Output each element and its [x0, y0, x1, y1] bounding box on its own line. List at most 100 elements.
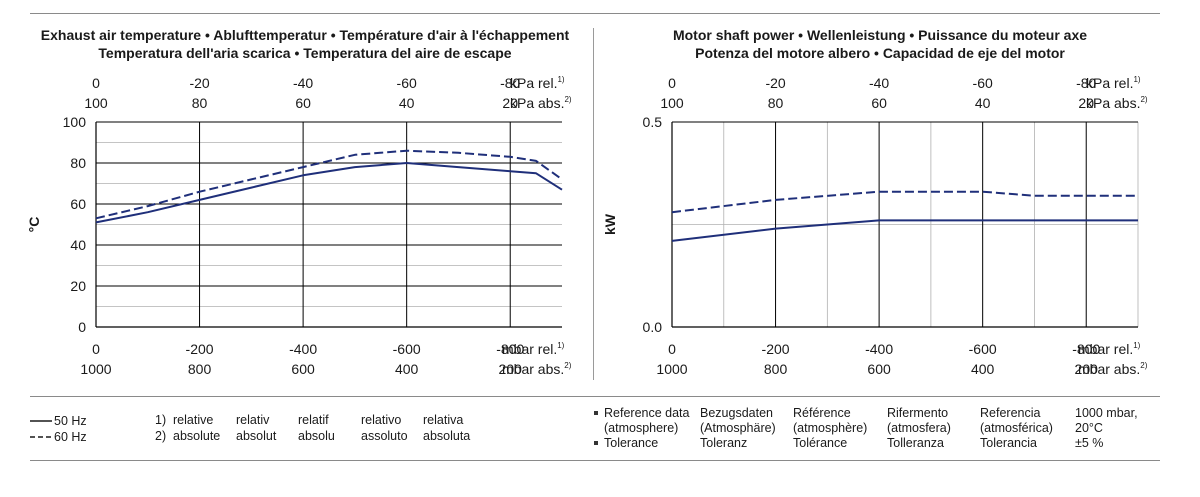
top-rel-tick-label: -40: [293, 75, 313, 91]
bottom-abs-unit-label: mbar abs.2): [1078, 361, 1148, 377]
y-axis-label: °C: [26, 217, 42, 233]
ref-col-values: 1000 mbar, 20°C ±5 %: [1075, 406, 1138, 451]
motor-power-chart: 0.0 0.5 kW 0 -20 -40 -60 -80 100 80 60 40 20 kPa rel.…: [602, 75, 1148, 377]
chart2-title-line1: Motor shaft power • Wellenleistung • Pui…: [672, 27, 1088, 43]
ref-text: (Atmosphäre): [700, 421, 776, 435]
top-rel-tick-label: 0: [92, 75, 100, 91]
ref-text: Reference data: [604, 406, 690, 420]
footnote-term: absolut: [236, 429, 277, 443]
y-tick-label: 60: [70, 196, 86, 212]
ref-col-es: Referencia (atmosférica) Tolerancia: [980, 406, 1053, 451]
bottom-abs-unit-label: mbar abs.2): [502, 361, 572, 377]
y-tick-label: 0.5: [643, 114, 663, 130]
y-tick-label: 80: [70, 155, 86, 171]
y-axis-label: kW: [602, 213, 618, 235]
top-rel-tick-label: -20: [189, 75, 209, 91]
ref-text: (atmosphère): [793, 421, 868, 435]
top-rel-tick-label: -40: [869, 75, 889, 91]
bottom-rel-tick-label: 0: [92, 341, 100, 357]
y-tick-label: 20: [70, 278, 86, 294]
y-tick-label: 100: [63, 114, 87, 130]
footnote-term: relatif: [298, 413, 329, 427]
ref-col-fr: Référence (atmosphère) Tolérance: [793, 406, 867, 451]
ref-text: Rifermento: [887, 406, 949, 420]
legend-label-50hz: 50 Hz: [54, 413, 87, 428]
y-tick-label: 40: [70, 237, 86, 253]
footnote-term: absolute: [173, 429, 221, 443]
series-line-60hz: [671, 190, 1138, 214]
top-rel-tick-label: -80: [500, 75, 520, 91]
top-abs-tick-label: 40: [399, 95, 415, 111]
ref-text: Bezugsdaten: [700, 406, 773, 420]
legend: 50 Hz 60 Hz: [30, 413, 87, 445]
footnote-term: absolu: [298, 429, 335, 443]
ref-col-de: Bezugsdaten (Atmosphäre) Toleranz: [700, 406, 776, 451]
chart2-title: Motor shaft power • Wellenleistung • Pui…: [600, 26, 1160, 62]
footnote-term: relative: [173, 413, 214, 427]
ref-text: Toleranz: [700, 436, 748, 450]
top-abs-unit-label: kPa abs.2): [1086, 95, 1148, 111]
bottom-rel-unit-label: mbar rel.1): [1078, 341, 1141, 357]
ref-col-en: Reference data (atmosphere) Tolerance: [594, 406, 689, 451]
footnote-number: 1): [155, 413, 167, 427]
dashed-line-swatch: [30, 436, 52, 438]
chart1-title-line2: Temperatura dell'aria scarica • Temperat…: [98, 45, 512, 61]
ref-text: Tolerance: [604, 436, 659, 450]
bottom-rule: [30, 460, 1160, 461]
bottom-abs-tick-label: 400: [395, 361, 419, 377]
bottom-rel-tick-label: -600: [393, 341, 421, 357]
top-abs-tick-label: 80: [768, 95, 784, 111]
legend-item-50hz: 50 Hz: [30, 413, 87, 429]
footnote-term: absoluta: [423, 429, 471, 443]
bottom-rel-tick-label: 0: [668, 341, 676, 357]
ref-col-it: Rifermento (atmosfera) Tolleranza: [887, 406, 951, 451]
bottom-rel-tick-label: -200: [186, 341, 214, 357]
top-abs-tick-label: 20: [502, 95, 518, 111]
top-rel-tick-label: 0: [668, 75, 676, 91]
chart1-title-line1: Exhaust air temperature • Ablufttemperat…: [40, 27, 570, 43]
middle-rule: [30, 396, 1160, 397]
ref-text: (atmosfera): [887, 421, 951, 435]
bottom-abs-tick-label: 200: [1075, 361, 1099, 377]
top-abs-tick-label: 100: [84, 95, 108, 111]
y-tick-label: 0.0: [643, 319, 663, 335]
bottom-abs-tick-label: 800: [188, 361, 212, 377]
legend-item-60hz: 60 Hz: [30, 429, 87, 445]
top-abs-tick-label: 80: [192, 95, 208, 111]
series-line-60hz: [95, 149, 563, 220]
footnote-term: relativ: [236, 413, 270, 427]
bottom-abs-tick-label: 1000: [80, 361, 111, 377]
bottom-abs-tick-label: 600: [291, 361, 315, 377]
reference-data: Reference data (atmosphere) Tolerance Be…: [594, 406, 1164, 456]
footnote-number: 2): [155, 429, 167, 443]
series-line-50hz: [671, 219, 1138, 242]
ref-text: 20°C: [1075, 421, 1103, 435]
bottom-abs-tick-label: 1000: [656, 361, 687, 377]
chart1-title: Exhaust air temperature • Ablufttemperat…: [20, 26, 590, 62]
bullet-icon: [594, 410, 598, 415]
legend-label-60hz: 60 Hz: [54, 429, 87, 444]
ref-text: Référence: [793, 406, 851, 420]
top-abs-tick-label: 20: [1078, 95, 1094, 111]
top-rel-tick-label: -20: [765, 75, 785, 91]
top-rel-unit-label: kPa rel.1): [510, 75, 565, 91]
top-abs-tick-label: 100: [660, 95, 684, 111]
bottom-rel-unit-label: mbar rel.1): [502, 341, 565, 357]
footnote-term: relativa: [423, 413, 464, 427]
bottom-rel-tick-label: -600: [969, 341, 997, 357]
top-rule: [30, 13, 1160, 14]
top-abs-unit-label: kPa abs.2): [510, 95, 572, 111]
ref-text: (atmosférica): [980, 421, 1053, 435]
footnote-term: relativo: [361, 413, 402, 427]
bullet-icon: [594, 440, 598, 445]
top-rel-unit-label: kPa rel.1): [1086, 75, 1141, 91]
series-line-50hz: [95, 162, 563, 224]
ref-text: Tolerancia: [980, 436, 1037, 450]
panel-separator: [593, 28, 594, 380]
bottom-rel-tick-label: -800: [1072, 341, 1100, 357]
top-rel-tick-label: -60: [973, 75, 993, 91]
bottom-rel-tick-label: -400: [865, 341, 893, 357]
chart2-title-line2: Potenza del motore albero • Capacidad de…: [695, 45, 1065, 61]
bottom-rel-tick-label: -200: [762, 341, 790, 357]
